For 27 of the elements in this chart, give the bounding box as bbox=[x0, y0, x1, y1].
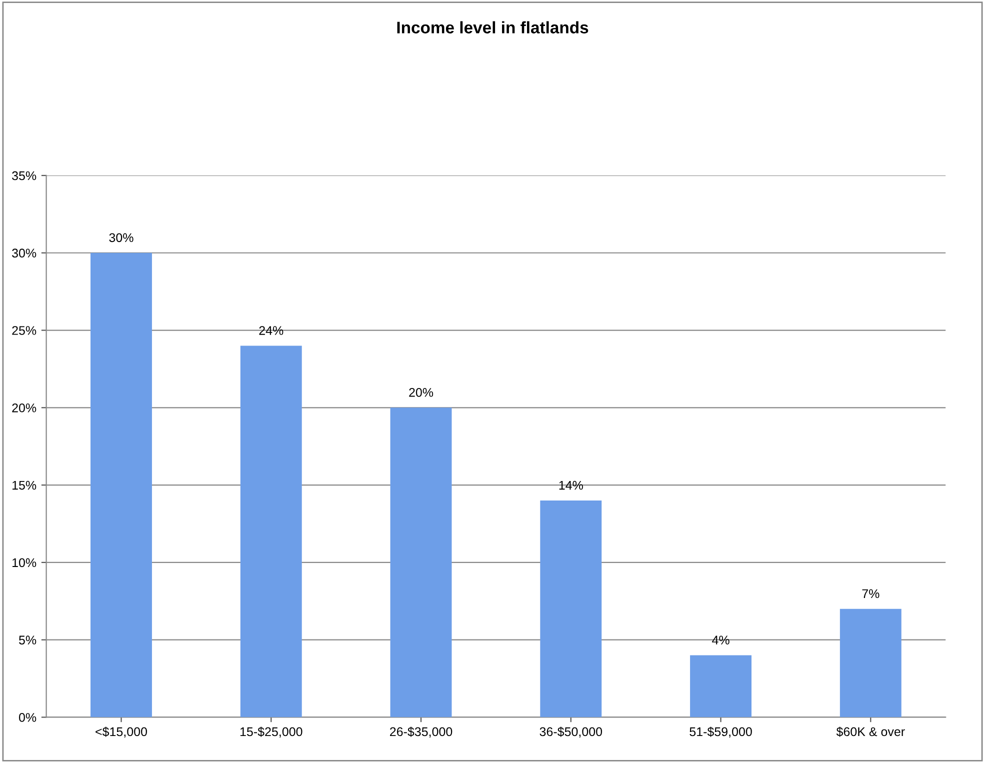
x-tick-label: $60K & over bbox=[836, 726, 905, 737]
x-tick-label: 26-$35,000 bbox=[390, 726, 452, 738]
y-tick-label: 30% bbox=[12, 248, 36, 258]
x-tick-label: 15-$25,000 bbox=[240, 726, 302, 738]
y-tick-label: 35% bbox=[12, 171, 36, 180]
data-label: 30% bbox=[109, 233, 134, 242]
x-tick-label: 51-$59,000 bbox=[690, 726, 752, 738]
bar bbox=[840, 608, 902, 718]
bar bbox=[240, 346, 302, 718]
y-tick-label: 10% bbox=[12, 558, 36, 568]
y-tick-label: 20% bbox=[12, 403, 36, 412]
bar bbox=[90, 252, 152, 718]
x-tick-label: <$15,000 bbox=[96, 726, 147, 738]
y-tick-label: 25% bbox=[12, 326, 36, 335]
y-tick-label: 5% bbox=[19, 636, 36, 644]
data-label: 24% bbox=[259, 326, 284, 335]
bar bbox=[540, 500, 602, 718]
bar bbox=[390, 408, 452, 718]
chart-title: Income level in flatlands bbox=[397, 21, 588, 34]
data-label: 14% bbox=[559, 480, 583, 490]
y-tick-label: 0% bbox=[18, 713, 36, 722]
data-label: 20% bbox=[409, 388, 434, 397]
data-label: 4% bbox=[712, 636, 730, 644]
bar bbox=[690, 655, 752, 718]
data-label: 7% bbox=[862, 589, 880, 598]
y-tick-label: 15% bbox=[12, 480, 36, 490]
x-tick-label: 36-$50,000 bbox=[540, 726, 602, 738]
